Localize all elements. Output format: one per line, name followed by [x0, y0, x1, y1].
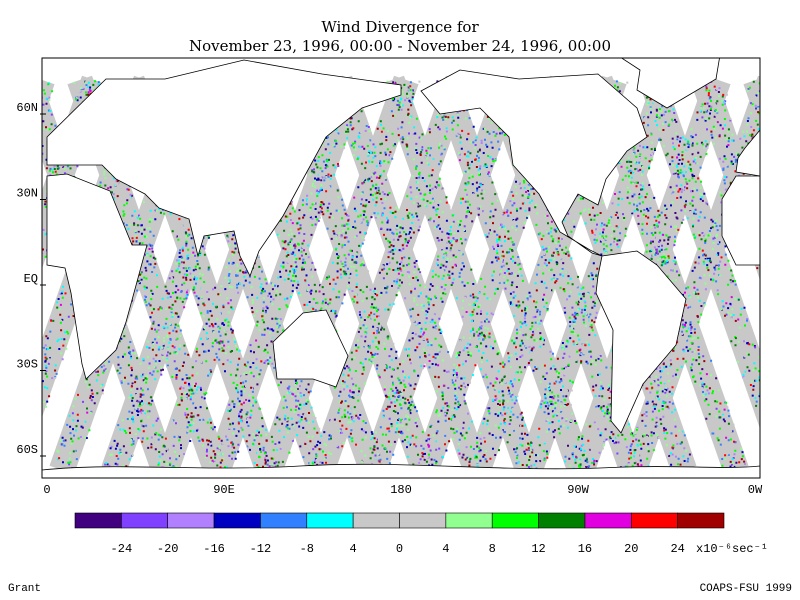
colorbar: -24 -20 -16 -12 -8 4 0 4 8 12 16 20 24 x10⁻⁶sec⁻¹: [74, 512, 768, 556]
lon-label: 0: [43, 483, 50, 497]
colorbar-units: x10⁻⁶sec⁻¹: [696, 542, 768, 556]
colorbar-box: [121, 512, 169, 529]
map: [42, 58, 760, 478]
swath: [743, 78, 760, 132]
swath: [257, 75, 419, 475]
colorbar-label: 20: [624, 542, 638, 556]
colorbar-label: -24: [111, 542, 133, 556]
colorbar-box: [167, 512, 215, 529]
colorbar-box: [584, 512, 632, 529]
axes: 60N 30N EQ 30S 60S 0 90E 180 90W 0W: [16, 101, 763, 497]
title-line: November 23, 1996, 00:00 - November 24, …: [189, 37, 611, 55]
swath: [361, 75, 523, 475]
colorbar-box: [213, 512, 261, 529]
colorbar-box: [630, 512, 678, 529]
lon-label: 90E: [213, 483, 235, 497]
colorbar-box: [260, 512, 308, 529]
lon-label: 180: [390, 483, 412, 497]
europe: [735, 129, 760, 177]
lat-label: 60N: [16, 101, 38, 115]
title-line: Wind Divergence for: [321, 18, 479, 36]
swath-dots: [42, 80, 760, 472]
footer-right: COAPS-FSU 1999: [700, 583, 792, 595]
colorbar-box: [491, 512, 539, 529]
south-america: [595, 250, 687, 434]
africa: [46, 173, 148, 380]
colorbar-label: -12: [250, 542, 272, 556]
colorbar-box: [445, 512, 493, 529]
colorbar-box: [74, 512, 122, 529]
north-america: [420, 69, 648, 257]
colorbar-label: 12: [531, 542, 545, 556]
lat-label: 60S: [16, 443, 38, 457]
footer-left: Grant: [8, 583, 41, 595]
colorbar-label: 4: [442, 542, 449, 556]
colorbar-label: -8: [300, 542, 314, 556]
map-frame: [41, 57, 761, 479]
colorbar-box: [677, 512, 725, 529]
colorbar-label: 16: [578, 542, 592, 556]
lat-label: 30N: [16, 187, 38, 201]
colorbar-label: 0: [396, 542, 403, 556]
africa: [721, 175, 760, 266]
swath-dots: [42, 80, 760, 472]
swath: [691, 75, 760, 281]
antarctica: [42, 463, 760, 478]
colorbar-label: -16: [203, 542, 225, 556]
colorbar-label: 8: [489, 542, 496, 556]
colorbar-label: -20: [157, 542, 179, 556]
colorbar-box: [352, 512, 400, 529]
colorbar-box: [538, 512, 586, 529]
lat-label: EQ: [24, 272, 38, 286]
australia: [272, 309, 349, 388]
lon-label: 90W: [567, 483, 589, 497]
swath: [309, 75, 471, 475]
lon-label: 0W: [748, 483, 763, 497]
colorbar-label: 24: [670, 542, 684, 556]
lat-label: 30S: [16, 358, 38, 372]
colorbar-label: 4: [350, 542, 357, 556]
colorbar-box: [399, 512, 447, 529]
land: [42, 58, 760, 478]
eurasia: [46, 59, 402, 278]
greenland: [620, 58, 720, 109]
colorbar-box: [306, 512, 354, 529]
